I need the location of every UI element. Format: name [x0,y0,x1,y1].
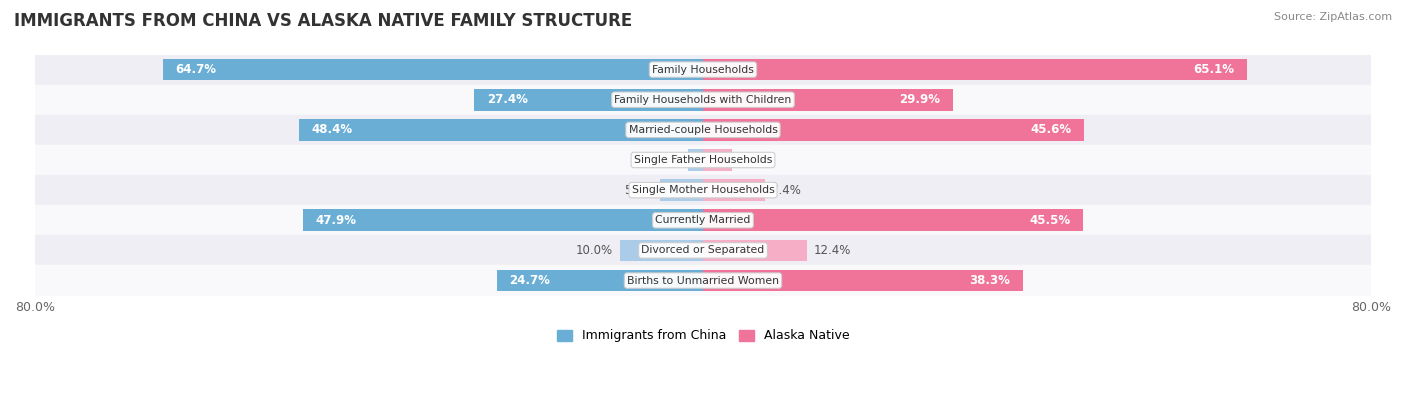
Text: Family Households: Family Households [652,64,754,75]
Bar [35,265,1371,295]
Bar [299,119,703,141]
Bar [703,149,733,171]
Bar [661,179,703,201]
Bar [703,179,765,201]
Text: 45.6%: 45.6% [1031,123,1071,136]
Bar [703,89,953,111]
Bar [35,145,1371,175]
Bar [703,240,807,261]
Text: Births to Unmarried Women: Births to Unmarried Women [627,276,779,286]
Text: Single Father Households: Single Father Households [634,155,772,165]
Text: Currently Married: Currently Married [655,215,751,225]
Text: Source: ZipAtlas.com: Source: ZipAtlas.com [1274,12,1392,22]
Bar [688,149,703,171]
Text: 47.9%: 47.9% [315,214,357,227]
Text: 65.1%: 65.1% [1194,63,1234,76]
Text: 24.7%: 24.7% [509,274,550,287]
Text: 48.4%: 48.4% [311,123,353,136]
Bar [703,59,1247,81]
Text: Married-couple Households: Married-couple Households [628,125,778,135]
Bar [35,205,1371,235]
Text: IMMIGRANTS FROM CHINA VS ALASKA NATIVE FAMILY STRUCTURE: IMMIGRANTS FROM CHINA VS ALASKA NATIVE F… [14,12,633,30]
Bar [703,119,1084,141]
Legend: Immigrants from China, Alaska Native: Immigrants from China, Alaska Native [557,329,849,342]
Text: Family Households with Children: Family Households with Children [614,95,792,105]
Bar [620,240,703,261]
Text: 27.4%: 27.4% [486,93,527,106]
Bar [163,59,703,81]
Bar [703,209,1083,231]
Text: 5.1%: 5.1% [624,184,654,197]
Text: Divorced or Separated: Divorced or Separated [641,245,765,256]
Bar [35,85,1371,115]
Text: 64.7%: 64.7% [176,63,217,76]
Text: Single Mother Households: Single Mother Households [631,185,775,195]
Text: 38.3%: 38.3% [969,274,1011,287]
Bar [703,270,1022,292]
Text: 29.9%: 29.9% [900,93,941,106]
Text: 45.5%: 45.5% [1029,214,1070,227]
Bar [474,89,703,111]
Bar [35,235,1371,265]
Text: 1.8%: 1.8% [651,154,682,167]
Text: 7.4%: 7.4% [772,184,801,197]
Bar [35,175,1371,205]
Bar [35,55,1371,85]
Bar [496,270,703,292]
Text: 3.5%: 3.5% [740,154,769,167]
Text: 12.4%: 12.4% [813,244,851,257]
Bar [35,115,1371,145]
Text: 10.0%: 10.0% [575,244,613,257]
Bar [304,209,703,231]
